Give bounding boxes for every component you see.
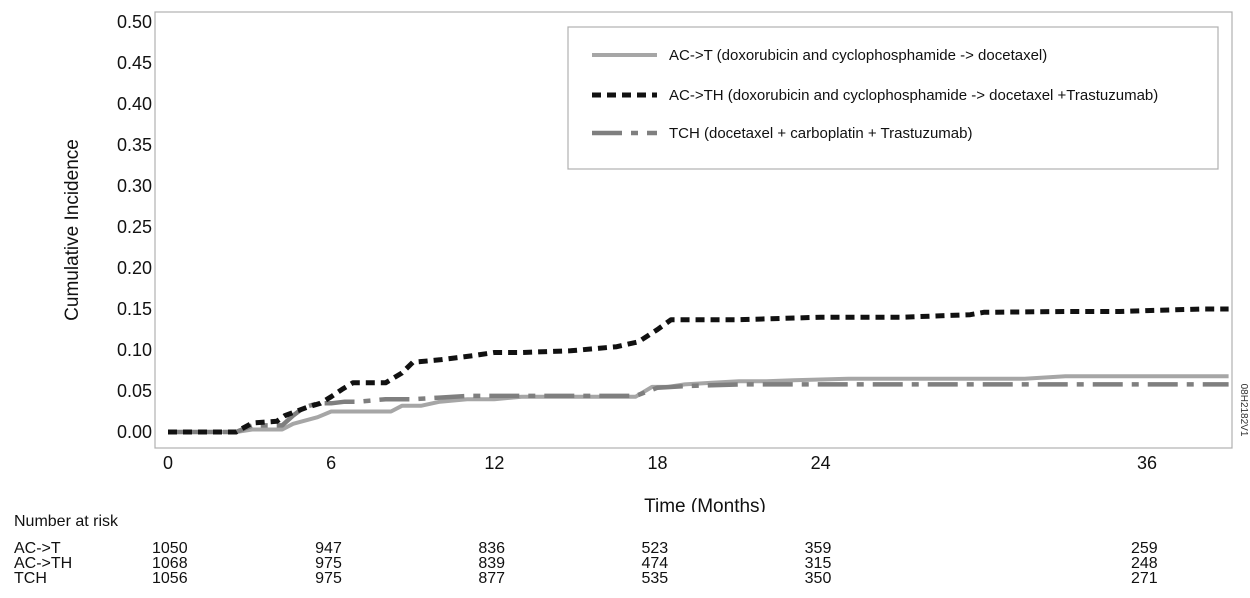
risk-cell: 271 — [1131, 570, 1158, 587]
risk-cell: 1050 — [152, 540, 188, 557]
risk-cell: 947 — [315, 540, 342, 557]
y-tick-label: 0.20 — [117, 258, 152, 278]
y-tick-label: 0.10 — [117, 340, 152, 360]
risk-table-title: Number at risk — [14, 513, 119, 530]
risk-cell: 535 — [641, 570, 669, 587]
risk-row: AC->T 1050 947 836 523 359 259 — [14, 541, 1250, 557]
risk-cell: 975 — [315, 570, 342, 587]
y-tick-label: 0.15 — [117, 299, 152, 319]
legend-entry-2: AC->TH (doxorubicin and cyclophosphamide… — [669, 87, 1158, 104]
x-axis-label: Time (Months) — [644, 496, 766, 512]
y-tick-label: 0.00 — [117, 422, 152, 442]
risk-cell: 1056 — [152, 570, 188, 587]
y-tick-label: 0.25 — [117, 217, 152, 237]
risk-row: AC->TH 1068 975 839 474 315 248 — [14, 556, 1250, 572]
chart: 0.00 0.05 0.10 0.15 0.20 0.25 0.30 0.35 0.40 0.45… — [62, 11, 1249, 512]
side-code: 08H2182V1 — [1238, 384, 1249, 437]
legend-entry-3: TCH (docetaxel + carboplatin + Trastuzum… — [669, 125, 972, 142]
legend-box — [567, 26, 1219, 170]
y-tick-label: 0.30 — [117, 176, 152, 196]
series-line-3 — [168, 382, 1229, 435]
x-tick-label: 24 — [811, 453, 831, 473]
x-tick-label: 0 — [163, 453, 173, 473]
x-tick-label: 12 — [484, 453, 504, 473]
plot-area-frame — [154, 11, 1233, 449]
risk-cell: 259 — [1131, 540, 1158, 557]
y-axis-label: Cumulative Incidence — [62, 139, 83, 321]
risk-cell: 975 — [315, 555, 342, 572]
risk-row: TCH 1056 975 877 535 350 271 — [14, 571, 1250, 587]
risk-cell: 350 — [804, 570, 832, 587]
risk-cell: 839 — [478, 555, 506, 572]
y-tick-label: 0.50 — [117, 12, 152, 32]
y-tick-label: 0.05 — [117, 381, 152, 401]
risk-row-label: AC->T — [14, 540, 61, 557]
x-tick-label: 18 — [647, 453, 667, 473]
risk-row-label: TCH — [14, 570, 47, 587]
number-at-risk-table: Number at risk AC->T 1050 947 836 523 359 259 A… — [14, 514, 1250, 598]
y-tick-label: 0.35 — [117, 135, 152, 155]
x-tick-label: 36 — [1137, 453, 1157, 473]
risk-cell: 836 — [478, 540, 506, 557]
risk-cell: 359 — [804, 540, 832, 557]
x-tick-label: 6 — [326, 453, 336, 473]
legend-entry-1: AC->T (doxorubicin and cyclophosphamide … — [669, 47, 1047, 64]
risk-row-label: AC->TH — [14, 555, 73, 572]
risk-cell: 1068 — [152, 555, 188, 572]
risk-cell: 523 — [641, 540, 669, 557]
y-tick-label: 0.40 — [117, 94, 152, 114]
risk-cell: 474 — [641, 555, 669, 572]
risk-cell: 877 — [478, 570, 506, 587]
y-tick-label: 0.45 — [117, 53, 152, 73]
risk-cell: 315 — [804, 555, 832, 572]
risk-cell: 248 — [1131, 555, 1158, 572]
